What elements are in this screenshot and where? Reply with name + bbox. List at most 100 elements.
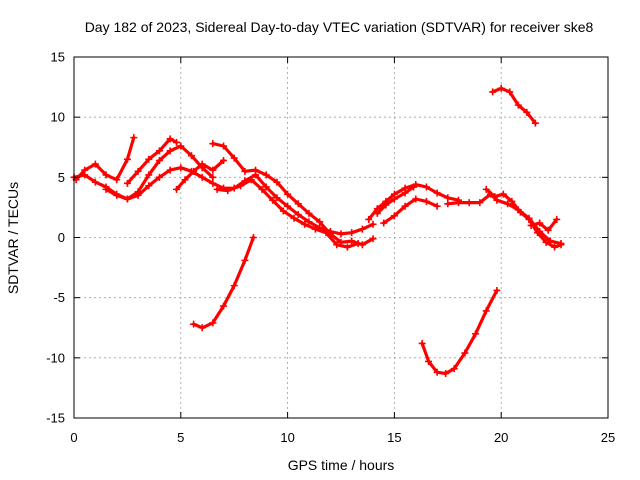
data-point <box>433 368 441 376</box>
data-point <box>230 282 238 290</box>
data-point <box>514 101 522 109</box>
data-point <box>380 219 388 227</box>
data-point <box>499 190 507 198</box>
x-tick-label: 20 <box>494 430 508 445</box>
series-line <box>484 187 563 249</box>
data-point <box>322 229 330 237</box>
data-point <box>482 307 490 315</box>
data-point <box>369 235 377 243</box>
data-point <box>273 178 281 186</box>
series-track-14 <box>527 215 561 234</box>
data-point <box>534 229 542 237</box>
data-point <box>294 200 302 208</box>
grid-layer <box>74 57 608 418</box>
data-point <box>262 183 270 191</box>
data-point <box>187 152 195 160</box>
data-point <box>444 200 452 208</box>
data-point <box>348 229 356 237</box>
data-point <box>412 195 420 203</box>
x-tick-label: 15 <box>387 430 401 445</box>
series-track-10 <box>380 195 441 227</box>
series-track-6 <box>209 140 377 249</box>
data-point <box>241 256 249 264</box>
series-line <box>174 158 226 191</box>
data-point <box>155 173 163 181</box>
series-line <box>420 288 499 376</box>
data-point <box>390 212 398 220</box>
data-point <box>220 156 228 164</box>
data-point <box>145 171 153 179</box>
data-point <box>504 200 512 208</box>
data-point <box>134 167 142 175</box>
y-tick-label: -10 <box>46 350 65 365</box>
y-tick-label: 5 <box>58 170 65 185</box>
data-point <box>337 230 345 238</box>
data-point <box>213 185 221 193</box>
data-point <box>155 156 163 164</box>
data-point <box>237 182 245 190</box>
series-line <box>215 178 360 249</box>
data-point <box>209 319 217 327</box>
data-point <box>284 202 292 210</box>
data-point <box>465 199 473 207</box>
x-tick-label: 5 <box>177 430 184 445</box>
data-point <box>542 238 550 246</box>
series-track-5 <box>173 156 228 193</box>
data-point <box>442 369 450 377</box>
data-point <box>358 225 366 233</box>
data-point <box>418 339 426 347</box>
data-point <box>262 171 270 179</box>
data-point <box>230 154 238 162</box>
data-point <box>190 167 198 175</box>
series-track-15 <box>418 286 501 377</box>
data-point <box>123 195 131 203</box>
x-tick-label: 10 <box>280 430 294 445</box>
x-axis-label: GPS time / hours <box>288 457 395 473</box>
data-point <box>273 194 281 202</box>
chart-title: Day 182 of 2023, Sidereal Day-to-day VTE… <box>85 19 594 35</box>
data-point <box>220 142 228 150</box>
y-tick-label: 0 <box>58 230 65 245</box>
series-track-11 <box>373 183 418 217</box>
series-line <box>375 185 416 215</box>
data-point <box>130 134 138 142</box>
data-point <box>482 185 490 193</box>
series-track-13 <box>482 185 565 251</box>
data-point <box>497 84 505 92</box>
data-point <box>369 220 377 228</box>
data-point <box>422 183 430 191</box>
data-point <box>493 196 501 204</box>
data-point <box>258 185 266 193</box>
data-point <box>508 197 516 205</box>
data-point <box>343 243 351 251</box>
series-track-16 <box>489 84 539 127</box>
series-line <box>446 192 563 246</box>
data-point <box>290 214 298 222</box>
data-point <box>113 191 121 199</box>
y-tick-label: 15 <box>51 50 65 65</box>
data-point <box>454 199 462 207</box>
data-point <box>173 138 181 146</box>
data-point <box>155 147 163 155</box>
series-track-4 <box>123 135 181 187</box>
data-point <box>123 155 131 163</box>
data-point <box>198 173 206 181</box>
data-point <box>241 167 249 175</box>
data-point <box>134 188 142 196</box>
data-point <box>348 237 356 245</box>
data-point <box>181 176 189 184</box>
data-point <box>145 155 153 163</box>
data-point <box>102 185 110 193</box>
data-point <box>557 241 565 249</box>
data-point <box>284 190 292 198</box>
data-point <box>493 286 501 294</box>
series-line <box>529 217 559 232</box>
data-point <box>198 160 206 168</box>
data-point <box>91 178 99 186</box>
y-tick-label: -5 <box>53 290 65 305</box>
data-point <box>472 330 480 338</box>
data-point <box>102 171 110 179</box>
data-point <box>177 164 185 172</box>
data-point <box>166 147 174 155</box>
data-point <box>209 179 217 187</box>
